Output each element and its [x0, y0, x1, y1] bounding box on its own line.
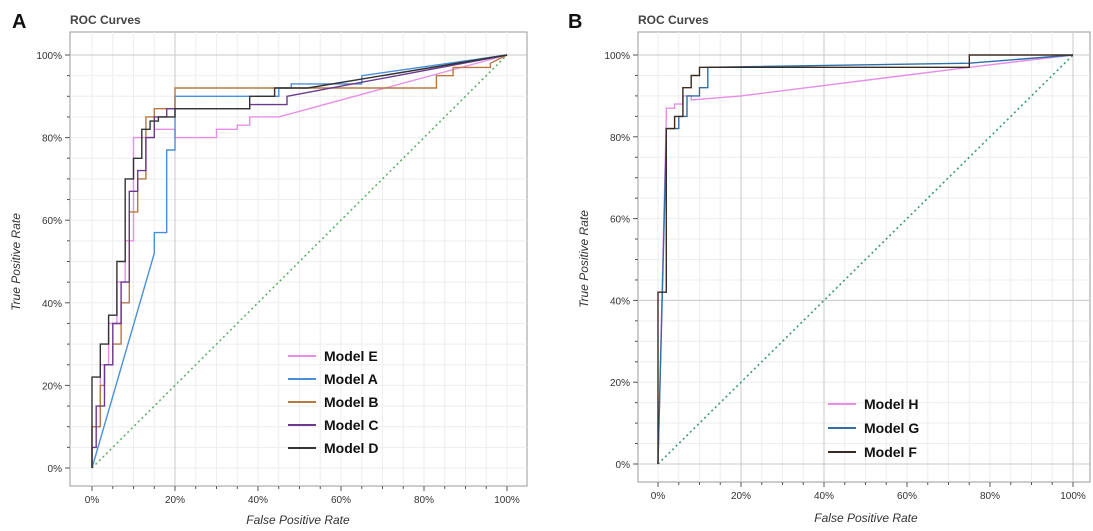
legend-label-model-c: Model C: [324, 417, 378, 433]
x-tick-label-a: 80%: [414, 495, 434, 506]
x-tick-label-b: 40%: [814, 491, 834, 502]
y-tick-label-b: 80%: [610, 133, 630, 144]
y-tick-label-a: 40%: [42, 299, 62, 310]
chart-title: ROC Curves: [638, 13, 709, 27]
series-line-model-d: [91, 54, 508, 468]
chance-diagonal-b: [657, 54, 1074, 465]
y-axis-label: True Positive Rate: [9, 213, 23, 311]
legend-label-model-g: Model G: [864, 420, 919, 436]
x-tick-label-b: 60%: [897, 491, 917, 502]
plot-area-a: [69, 31, 528, 487]
x-tick-label-b: 20%: [731, 491, 751, 502]
legend-label-model-e: Model E: [324, 348, 378, 364]
y-tick-label-a: 0%: [48, 464, 63, 475]
y-tick-label-a: 60%: [42, 216, 62, 227]
y-tick-label-b: 60%: [610, 215, 630, 226]
y-tick-label-b: 100%: [604, 51, 630, 62]
x-tick-label-a: 0%: [85, 495, 100, 506]
panel-b: 0% 20% 40% 60% 80% 100% 0% 20% 40% 60% 80% 100% Mode…: [568, 11, 1091, 525]
legend-label-model-a: Model A: [324, 371, 378, 387]
x-tick-label-b: 0%: [651, 491, 666, 502]
x-axis-label: False Positive Rate: [246, 513, 350, 527]
x-tick-label-a: 20%: [165, 495, 185, 506]
panel-letter: A: [12, 11, 26, 33]
legend-label-model-d: Model D: [324, 440, 378, 456]
legend-label-model-f: Model F: [864, 444, 917, 460]
panel-letter: B: [568, 11, 582, 33]
y-tick-label-a: 20%: [42, 381, 62, 392]
series-line-model-f: [657, 54, 1073, 464]
x-tick-label-a: 40%: [248, 495, 268, 506]
x-tick-label-b: 80%: [980, 491, 1000, 502]
y-tick-label-b: 20%: [610, 378, 630, 389]
x-tick-label-a: 60%: [331, 495, 351, 506]
legend-label-model-b: Model B: [324, 394, 378, 410]
y-tick-label-b: 40%: [610, 296, 630, 307]
y-axis-label: True Positive Rate: [577, 210, 591, 308]
panel-a: 0% 20% 40% 60% 80% 100% 0% 20% 40% 60% 80% 100% Mode…: [9, 11, 528, 527]
y-tick-label-a: 100%: [36, 51, 62, 62]
chart-title: ROC Curves: [70, 13, 141, 27]
x-tick-label-b: 100%: [1060, 491, 1086, 502]
x-axis-label: False Positive Rate: [814, 511, 918, 525]
x-tick-label-a: 100%: [494, 495, 520, 506]
y-tick-label-b: 0%: [616, 460, 631, 471]
y-tick-label-a: 80%: [42, 134, 62, 145]
plot-area-b: [637, 31, 1091, 483]
legend-label-model-h: Model H: [864, 396, 918, 412]
